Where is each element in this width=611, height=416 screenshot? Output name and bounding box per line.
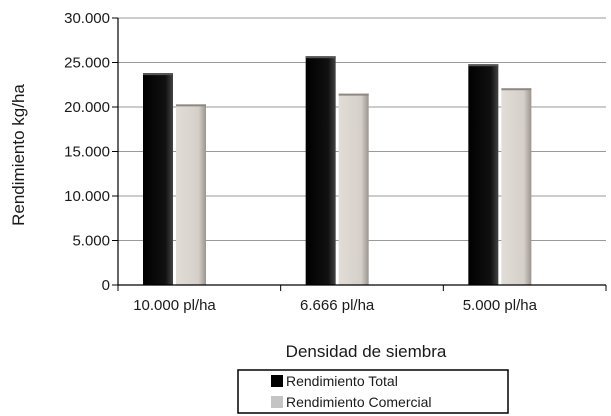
x-axis-ticks: 10.000 pl/ha 6.666 pl/ha 5.000 pl/ha [117, 285, 607, 314]
legend: Rendimiento Total Rendimiento Comercial [237, 369, 509, 414]
x-tick-label: 5.000 pl/ha [463, 297, 538, 314]
x-axis-title: Densidad de siembra [286, 342, 447, 361]
y-tick-label: 10.000 [64, 188, 110, 205]
axes [117, 18, 606, 286]
bar-comercial [176, 104, 206, 285]
bars [143, 56, 532, 286]
legend-label-comercial: Rendimiento Comercial [286, 394, 432, 410]
y-tick-label: 15.000 [64, 144, 110, 161]
legend-swatch-total [271, 375, 283, 387]
y-tick-label: 5.000 [72, 233, 110, 250]
bar-total [305, 56, 336, 285]
legend-swatch-comercial [271, 396, 283, 408]
bar-total [143, 73, 173, 286]
bar-total [468, 64, 499, 285]
y-tick-label: 25.000 [64, 55, 110, 72]
y-tick-label: 0 [102, 277, 110, 294]
legend-label-total: Rendimiento Total [286, 373, 398, 389]
x-tick-label: 10.000 pl/ha [133, 297, 216, 314]
bar-comercial [338, 93, 369, 286]
y-axis-title: Rendimiento kg/ha [9, 84, 28, 226]
bar-comercial [501, 88, 532, 285]
y-tick-label: 30.000 [64, 10, 110, 27]
y-tick-label: 20.000 [64, 99, 110, 116]
y-axis-ticks: 0 5.000 10.000 15.000 20.000 25.000 30.000 [64, 10, 118, 294]
x-tick-label: 6.666 pl/ha [300, 297, 375, 314]
